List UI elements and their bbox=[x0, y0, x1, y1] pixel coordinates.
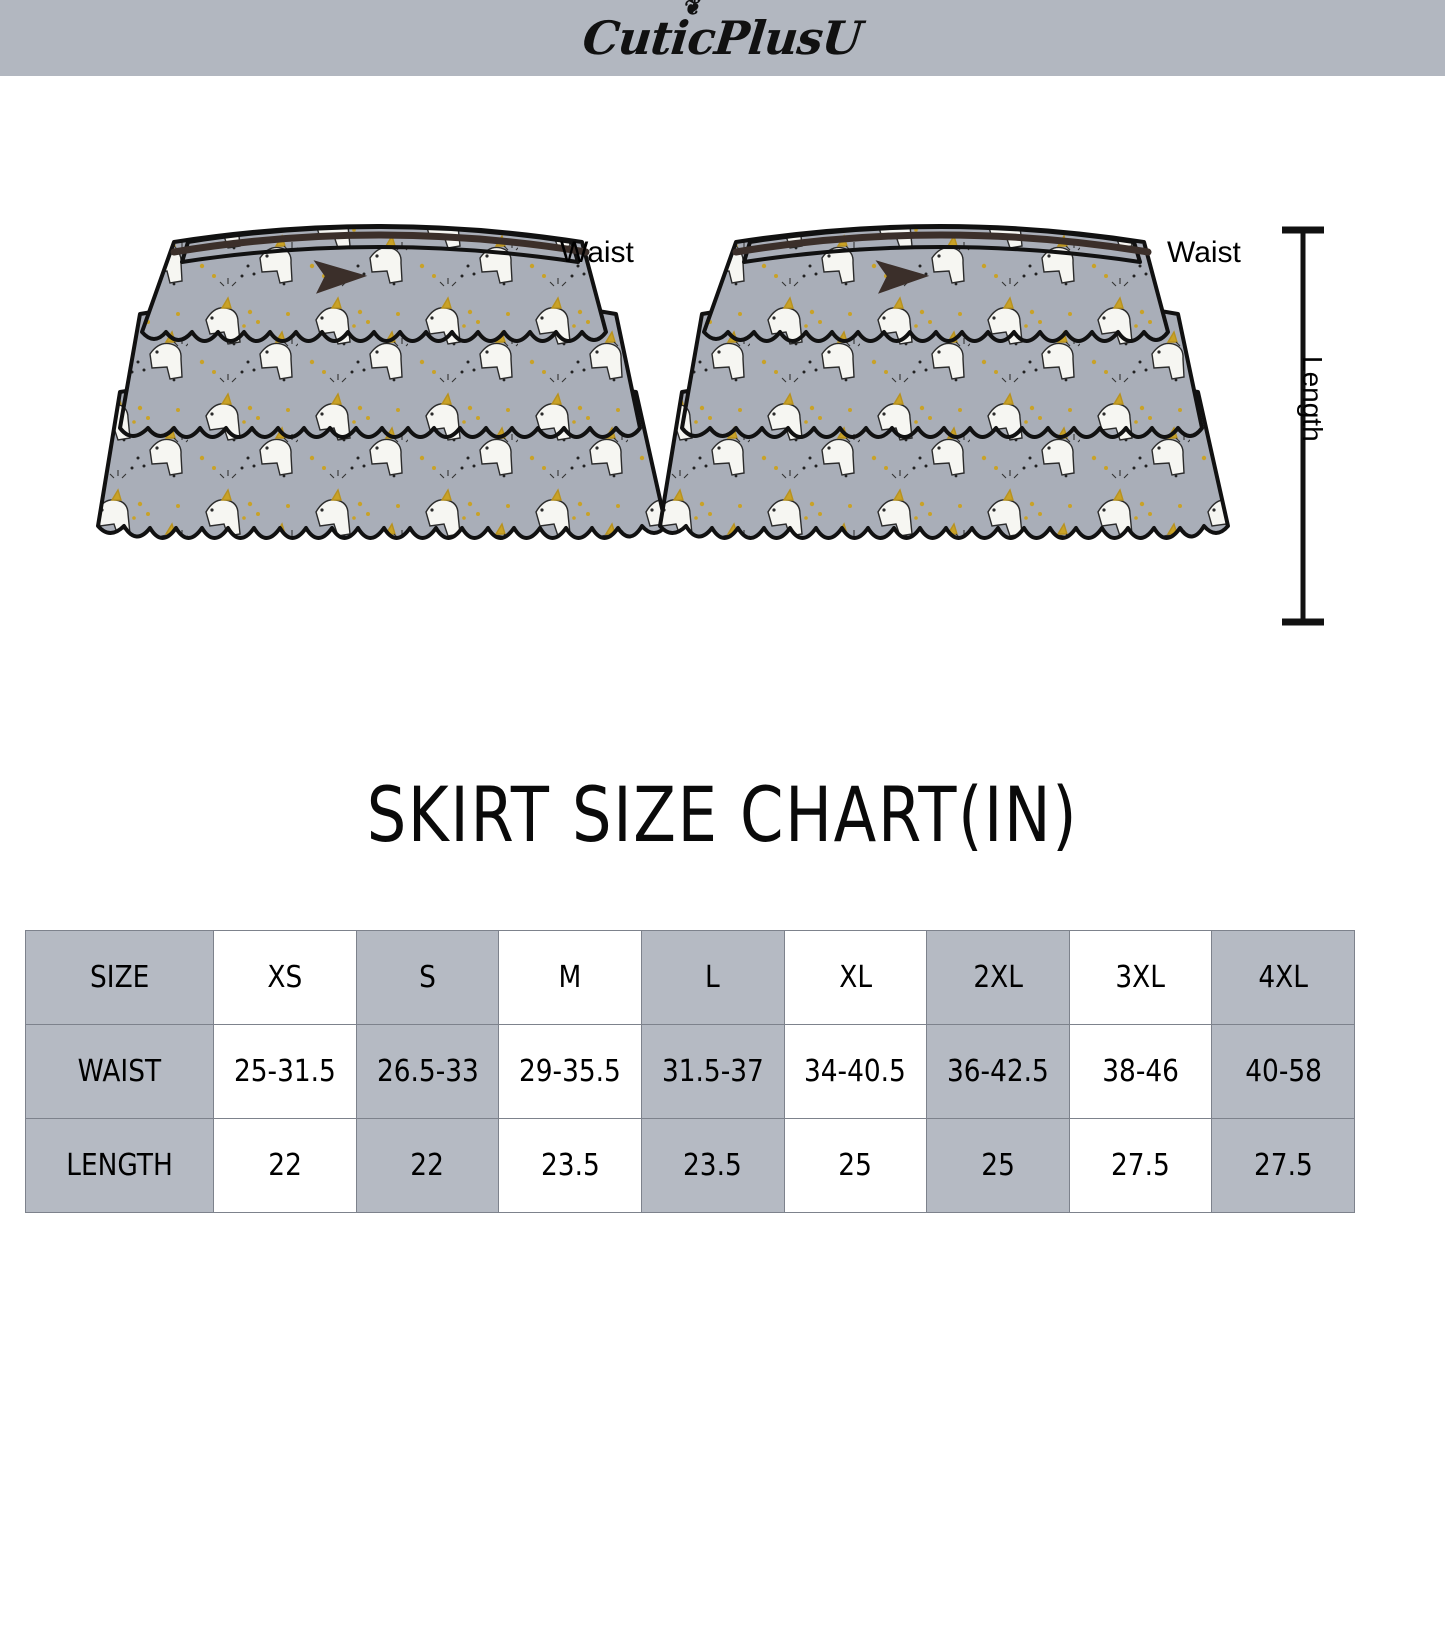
skirt-illustration-back bbox=[640, 196, 1240, 621]
illustration-area: Waist Waist Length bbox=[0, 76, 1445, 766]
row-label-size: SIZE bbox=[25, 930, 214, 1025]
brand-logo: ❦ CuticPlusU bbox=[580, 0, 865, 65]
cell-length-4xl: 27.5 bbox=[1211, 1118, 1355, 1213]
heart-bow-icon: ❦ bbox=[680, 0, 703, 23]
waist-measure-arrow bbox=[875, 260, 930, 294]
table-row-length: LENGTH 22 22 23.5 23.5 25 25 27.5 27.5 bbox=[25, 1118, 1355, 1213]
skirt-back-svg bbox=[658, 224, 1230, 540]
cell-size-xl: XL bbox=[783, 930, 928, 1025]
cell-waist-s: 26.5-33 bbox=[355, 1024, 500, 1119]
brand-header-bar: ❦ CuticPlusU bbox=[0, 0, 1445, 76]
cell-waist-2xl: 36-42.5 bbox=[926, 1024, 1070, 1119]
cell-waist-3xl: 38-46 bbox=[1068, 1024, 1213, 1119]
cell-size-3xl: 3XL bbox=[1068, 930, 1213, 1025]
cell-length-2xl: 25 bbox=[926, 1118, 1070, 1213]
waist-measure-line bbox=[732, 231, 1152, 256]
brand-name: CuticPlusU bbox=[580, 11, 865, 65]
cell-length-l: 23.5 bbox=[640, 1118, 785, 1213]
page-title: SKIRT SIZE CHART(IN) bbox=[366, 770, 1079, 859]
waist-measure-arrow bbox=[313, 260, 368, 294]
table-row-waist: WAIST 25-31.5 26.5-33 29-35.5 31.5-37 34… bbox=[25, 1024, 1355, 1119]
cell-waist-4xl: 40-58 bbox=[1211, 1024, 1355, 1119]
waist-label-left: Waist bbox=[560, 236, 634, 269]
waist-label-right: Waist bbox=[1167, 236, 1241, 269]
cell-length-m: 23.5 bbox=[498, 1118, 642, 1213]
cell-waist-m: 29-35.5 bbox=[498, 1024, 642, 1119]
cell-size-xs: XS bbox=[213, 930, 357, 1025]
row-label-length: LENGTH bbox=[25, 1118, 214, 1213]
row-label-waist: WAIST bbox=[25, 1024, 214, 1119]
waist-measure-line bbox=[170, 231, 590, 256]
length-measure-bar bbox=[1282, 226, 1324, 626]
cell-size-4xl: 4XL bbox=[1211, 930, 1355, 1025]
length-label: Length bbox=[1297, 356, 1328, 442]
cell-length-3xl: 27.5 bbox=[1068, 1118, 1213, 1213]
cell-waist-xl: 34-40.5 bbox=[783, 1024, 928, 1119]
cell-size-2xl: 2XL bbox=[926, 930, 1070, 1025]
cell-waist-l: 31.5-37 bbox=[640, 1024, 785, 1119]
cell-size-m: M bbox=[498, 930, 642, 1025]
cell-size-l: L bbox=[640, 930, 785, 1025]
cell-length-xl: 25 bbox=[783, 1118, 928, 1213]
skirt-front-svg bbox=[96, 224, 668, 540]
cell-waist-xs: 25-31.5 bbox=[213, 1024, 357, 1119]
cell-length-xs: 22 bbox=[213, 1118, 357, 1213]
cell-size-s: S bbox=[355, 930, 500, 1025]
table-row-size: SIZE XS S M L XL 2XL 3XL 4XL bbox=[25, 930, 1355, 1025]
size-chart-table: SIZE XS S M L XL 2XL 3XL 4XL WAIST 25-31… bbox=[25, 930, 1355, 1213]
cell-length-s: 22 bbox=[355, 1118, 500, 1213]
skirt-illustration-front bbox=[78, 196, 678, 621]
